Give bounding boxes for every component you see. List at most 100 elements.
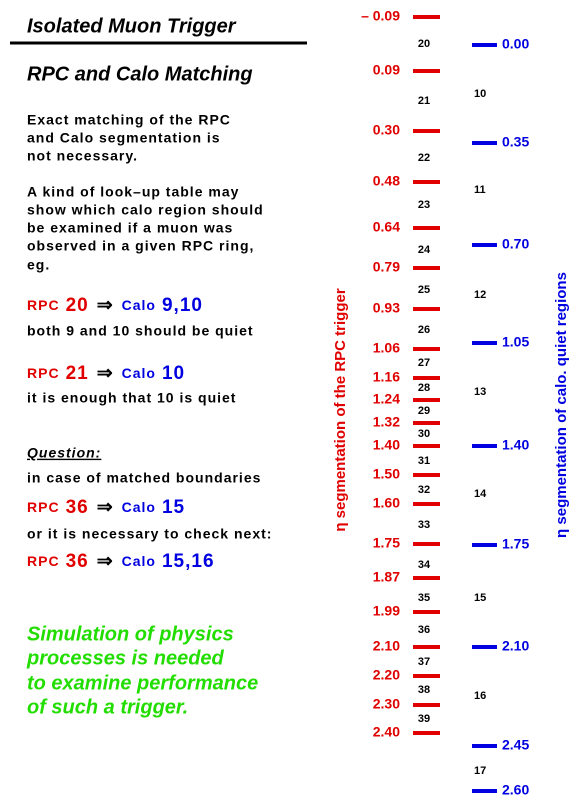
question-title: Question:: [27, 445, 101, 461]
body-text: eg.: [27, 257, 50, 273]
rpc-ring: 21: [66, 363, 89, 384]
rpc-ring-number: 37: [418, 656, 430, 668]
body-text: not necessary.: [27, 148, 138, 164]
rpc-boundary-label: 2.40: [373, 724, 400, 740]
calo-boundary-label: 2.60: [502, 782, 529, 798]
rpc-boundary-label: 1.50: [373, 466, 400, 482]
rpc-ring-number: 34: [418, 559, 431, 571]
conclusion: to examine performance: [27, 672, 258, 694]
calo-region: 9,10: [162, 295, 203, 316]
rpc-boundary-label: 1.87: [373, 569, 400, 585]
rpc-boundary-label: – 0.09: [361, 8, 400, 24]
rpc-ring-number: 30: [418, 428, 430, 440]
rpc-ring-number: 23: [418, 199, 430, 211]
conclusion: processes is needed: [26, 647, 225, 669]
example: RPC 21 ⇒ Calo 10: [27, 363, 185, 384]
calo-boundary-label: 1.75: [502, 536, 529, 552]
arrow: ⇒: [97, 363, 114, 384]
rpc-boundary-label: 2.20: [373, 667, 400, 683]
rpc-boundary-label: 0.30: [373, 122, 400, 138]
rpc-ring-number: 39: [418, 713, 430, 725]
body-text: show which calo region should: [27, 202, 264, 218]
rpc-boundary-label: 1.40: [373, 437, 400, 453]
rpc-boundary-label: 1.60: [373, 495, 400, 511]
calo-region-number: 14: [474, 488, 487, 500]
calo-region-number: 16: [474, 690, 486, 702]
calo-region: 10: [162, 363, 185, 384]
calo-boundary-label: 1.40: [502, 437, 529, 453]
body-text: and Calo segmentation is: [27, 130, 221, 146]
rpc-boundary-label: 1.99: [373, 603, 400, 619]
calo-boundary-label: 2.45: [502, 737, 529, 753]
rpc-label: RPC: [27, 553, 60, 569]
calo-region-number: 11: [474, 184, 486, 196]
calo-label: Calo: [122, 297, 156, 313]
rpc-label: RPC: [27, 297, 60, 313]
body-text: A kind of look–up table may: [27, 184, 239, 200]
calo-region-number: 13: [474, 386, 486, 398]
rpc-ring-number: 21: [418, 95, 430, 107]
rpc-boundary-label: 1.24: [373, 391, 400, 407]
calo-boundary-label: 0.00: [502, 36, 529, 52]
calo-region: 15,16: [162, 551, 215, 572]
calo-boundary-label: 0.35: [502, 134, 529, 150]
rpc-ring-number: 32: [418, 484, 430, 496]
arrow: ⇒: [97, 295, 114, 316]
arrow: ⇒: [97, 551, 114, 572]
body-text: or it is necessary to check next:: [27, 526, 272, 542]
body-text: observed in a given RPC ring,: [27, 238, 254, 254]
calo-region: 15: [162, 497, 185, 518]
rpc-ring: 36: [66, 551, 89, 572]
rpc-boundary-label: 1.75: [373, 535, 400, 551]
rpc-ring-number: 29: [418, 405, 430, 417]
calo-boundary-label: 0.70: [502, 236, 529, 252]
rpc-ring-number: 26: [418, 324, 430, 336]
title: Isolated Muon Trigger: [27, 15, 237, 37]
calo-label: Calo: [122, 365, 156, 381]
calo-boundary-label: 2.10: [502, 638, 529, 654]
rpc-boundary-label: 1.32: [373, 414, 400, 430]
rpc-boundary-label: 2.30: [373, 696, 400, 712]
rpc-label: RPC: [27, 365, 60, 381]
rpc-ring: 36: [66, 497, 89, 518]
rpc-ring-number: 24: [418, 244, 431, 256]
rpc-ring-number: 31: [418, 455, 430, 467]
body-text: both 9 and 10 should be quiet: [27, 323, 254, 339]
calo-region-number: 17: [474, 765, 486, 777]
rpc-ring-number: 33: [418, 519, 430, 531]
arrow: ⇒: [97, 497, 114, 518]
rpc-boundary-label: 0.09: [373, 62, 400, 78]
rpc-ring-number: 27: [418, 357, 430, 369]
rpc-ring-number: 20: [418, 38, 430, 50]
conclusion: of such a trigger.: [27, 696, 188, 718]
example: RPC 20 ⇒ Calo 9,10: [27, 295, 203, 316]
calo-label: Calo: [122, 499, 156, 515]
body-text: Exact matching of the RPC: [27, 112, 231, 128]
calo-region-number: 12: [474, 289, 486, 301]
rpc-boundary-label: 0.93: [373, 300, 400, 316]
conclusion: Simulation of physics: [27, 623, 234, 645]
body-text: in case of matched boundaries: [27, 470, 261, 486]
body-text: it is enough that 10 is quiet: [27, 390, 236, 406]
calo-region-number: 10: [474, 88, 486, 100]
example: RPC 36 ⇒ Calo 15,16: [27, 551, 215, 572]
rpc-ring-number: 35: [418, 592, 430, 604]
rpc-ring: 20: [66, 295, 89, 316]
calo-label: Calo: [122, 553, 156, 569]
rpc-label: RPC: [27, 499, 60, 515]
body-text: be examined if a muon was: [27, 220, 233, 236]
rpc-ring-number: 36: [418, 624, 430, 636]
calo-region-number: 15: [474, 592, 486, 604]
subtitle: RPC and Calo Matching: [27, 63, 253, 85]
rpc-boundary-label: 1.06: [373, 340, 400, 356]
rpc-ring-number: 22: [418, 152, 430, 164]
calo-boundary-label: 1.05: [502, 334, 529, 350]
rpc-ring-number: 38: [418, 684, 430, 696]
rpc-boundary-label: 0.64: [373, 219, 400, 235]
rpc-ring-number: 25: [418, 284, 430, 296]
rpc-boundary-label: 0.48: [373, 173, 400, 189]
rpc-ring-number: 28: [418, 382, 430, 394]
rpc-boundary-label: 1.16: [373, 369, 400, 385]
rpc-boundary-label: 0.79: [373, 259, 400, 275]
